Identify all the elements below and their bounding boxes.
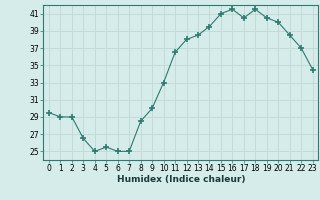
X-axis label: Humidex (Indice chaleur): Humidex (Indice chaleur): [116, 175, 245, 184]
